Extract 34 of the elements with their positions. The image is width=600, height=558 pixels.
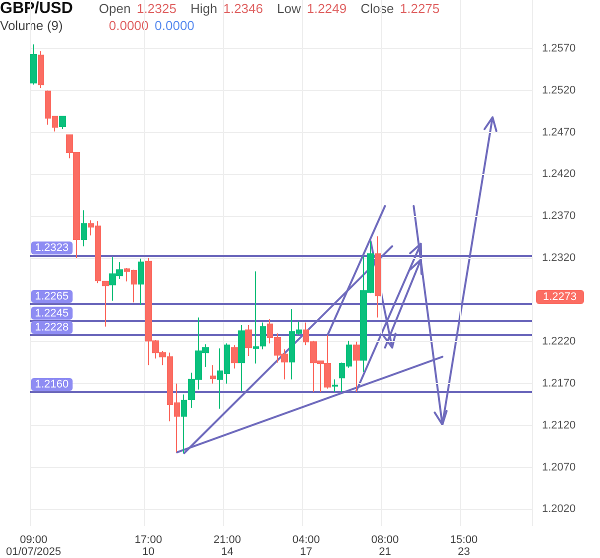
y-tick-label: 1.2370: [542, 210, 576, 222]
y-tick-label: 1.2570: [542, 42, 576, 55]
chart-title: GBP/USD: [0, 0, 73, 17]
y-tick-label: 1.2070: [542, 461, 576, 474]
y-tick-label: 1.2120: [542, 419, 576, 432]
annotation: 1.2346: [223, 1, 263, 16]
annotation: 1.2249: [306, 1, 347, 16]
ref-line-label: 1.2323: [35, 242, 69, 254]
ref-line-label: 1.2245: [35, 307, 69, 320]
y-tick-label: 1.2420: [542, 168, 576, 180]
ref-line-label: 1.2160: [35, 378, 69, 390]
ref-line-label: 1.2228: [35, 322, 69, 334]
text: 1.2273: [536, 290, 584, 304]
x-tick-label: 21:00 14: [213, 534, 241, 558]
annotation: High: [190, 1, 218, 16]
annotation: 0.0000: [108, 18, 149, 33]
y-tick-label: 1.2470: [542, 126, 576, 138]
y-tick-label: 1.2020: [542, 503, 576, 516]
y-tick-label: 1.2520: [542, 84, 576, 96]
annotation: Open: [98, 1, 131, 16]
annotation: Low: [277, 1, 301, 16]
annotation: 1.2275: [400, 1, 440, 16]
y-tick-label: 1.2320: [542, 252, 576, 264]
x-tick-label: 08:00 21: [371, 534, 399, 558]
x-tick-label: 17:00 10: [134, 534, 162, 558]
ref-line-label: 1.2265: [35, 290, 69, 303]
annotation: 0.0000: [154, 18, 194, 33]
x-tick-label: 15:00 23: [450, 534, 478, 558]
annotation: 1.2325: [136, 1, 176, 16]
y-tick-label: 1.2220: [542, 336, 576, 348]
y-tick-label: 1.2170: [542, 378, 576, 390]
x-tick-label: 04:00 17: [292, 534, 320, 558]
x-tick-label: 09:00 01/07/2025: [6, 534, 62, 558]
annotation: Close: [360, 1, 394, 16]
